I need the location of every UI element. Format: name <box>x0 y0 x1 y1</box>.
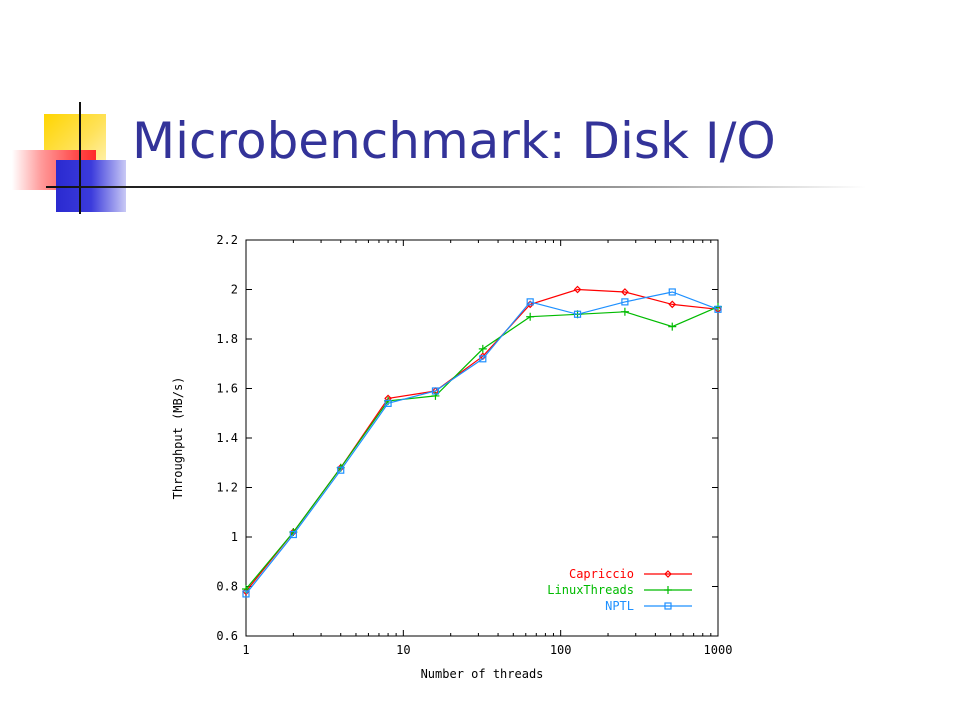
y-tick-label: 2.2 <box>216 233 238 247</box>
y-tick-label: 1.2 <box>216 481 238 495</box>
y-tick-label: 2 <box>231 283 238 297</box>
y-tick-label: 0.8 <box>216 580 238 594</box>
x-axis-label: Number of threads <box>421 667 544 681</box>
y-tick-label: 0.6 <box>216 629 238 643</box>
x-tick-label: 1000 <box>704 643 733 657</box>
decor-vertical-line <box>79 102 81 214</box>
x-tick-label: 1 <box>242 643 249 657</box>
y-tick-label: 1.4 <box>216 431 238 445</box>
throughput-line-chart: 0.6 0.8 1 1.2 1.4 1.6 1.8 2 2.2 1 10 100 1000 Capri… <box>160 226 750 696</box>
y-axis-label: Throughput (MB/s) <box>171 377 185 500</box>
x-tick-label: 100 <box>550 643 572 657</box>
legend-label-linuxthreads: LinuxThreads <box>547 583 634 597</box>
y-tick-label: 1.8 <box>216 332 238 346</box>
y-tick-label: 1 <box>231 530 238 544</box>
slide-title: Microbenchmark: Disk I/O <box>132 112 776 170</box>
legend-label-nptl: NPTL <box>605 599 634 613</box>
title-underline <box>46 186 866 188</box>
x-tick-label: 10 <box>396 643 410 657</box>
legend-label-capriccio: Capriccio <box>569 567 634 581</box>
y-tick-label: 1.6 <box>216 382 238 396</box>
